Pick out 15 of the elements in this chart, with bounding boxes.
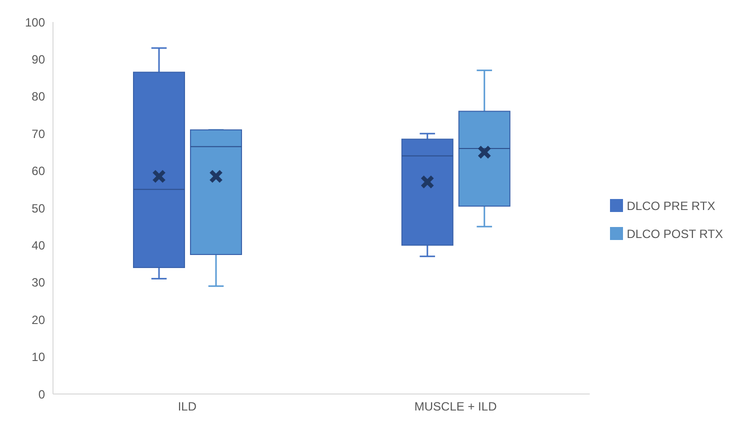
y-tick-label: 40 bbox=[32, 238, 46, 252]
legend-label: DLCO POST RTX bbox=[626, 227, 723, 241]
x-tick-label: MUSCLE + ILD bbox=[414, 400, 498, 414]
x-tick-label: ILD bbox=[178, 400, 197, 414]
y-tick-label: 0 bbox=[38, 387, 46, 402]
y-tick-label: 80 bbox=[32, 90, 46, 104]
y-tick-label: 70 bbox=[32, 126, 46, 141]
y-tick-label: 20 bbox=[32, 312, 46, 327]
y-tick-label: 50 bbox=[32, 201, 46, 216]
y-tick-label: 30 bbox=[32, 276, 46, 290]
y-tick-label: 60 bbox=[32, 164, 46, 178]
y-tick-label: 100 bbox=[24, 15, 46, 30]
y-tick-label: 90 bbox=[32, 52, 46, 66]
legend-label: DLCO PRE RTX bbox=[626, 199, 716, 213]
y-tick-label: 10 bbox=[32, 350, 46, 364]
